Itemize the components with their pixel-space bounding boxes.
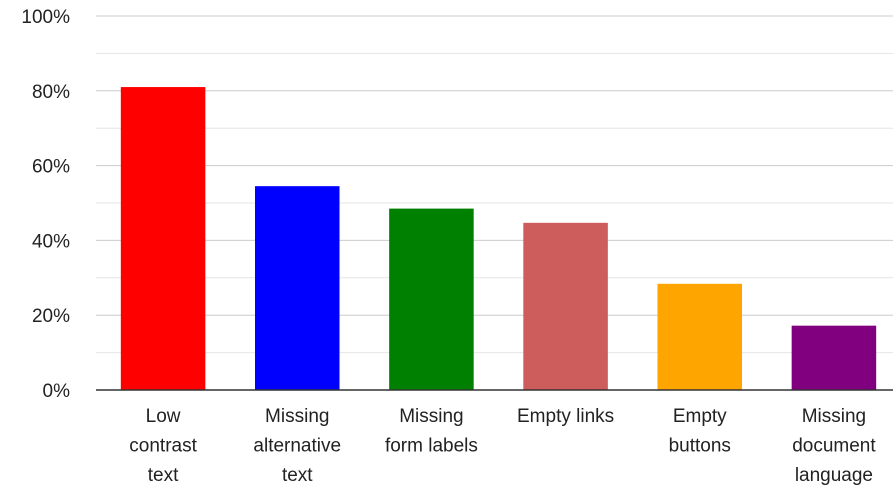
y-tick-label: 80% [32, 82, 70, 103]
x-category-label: text [282, 465, 313, 486]
y-tick-label: 60% [32, 157, 70, 178]
bar [791, 325, 877, 390]
y-tick-label: 20% [32, 306, 70, 327]
bar [389, 208, 474, 390]
x-axis-labels: Low contrast text Missing alternative text Mis… [129, 406, 876, 486]
bar [120, 87, 206, 390]
bar [657, 283, 743, 390]
y-axis-ticks: 0% 20% 40% 60% 80% 100% [21, 7, 70, 402]
gridlines [96, 15, 893, 354]
x-category-label: alternative [253, 436, 341, 457]
x-category-label: buttons [669, 436, 731, 457]
bars [120, 87, 877, 390]
x-category-label: document [792, 436, 876, 457]
y-tick-label: 0% [43, 381, 71, 402]
x-category-label: text [148, 465, 179, 486]
x-category-label: Missing [399, 406, 463, 427]
x-category-label: form labels [385, 436, 478, 457]
bar [523, 222, 608, 390]
x-category-label: Missing [802, 406, 866, 427]
x-category-label: Missing [265, 406, 329, 427]
x-category-label: Empty [673, 406, 727, 427]
y-tick-label: 40% [32, 231, 70, 252]
x-category-label: contrast [129, 436, 197, 457]
bar [254, 186, 340, 390]
y-tick-label: 100% [21, 7, 70, 28]
x-category-label: Empty links [517, 406, 614, 427]
x-category-label: Low [146, 406, 181, 427]
x-category-label: language [795, 465, 873, 486]
